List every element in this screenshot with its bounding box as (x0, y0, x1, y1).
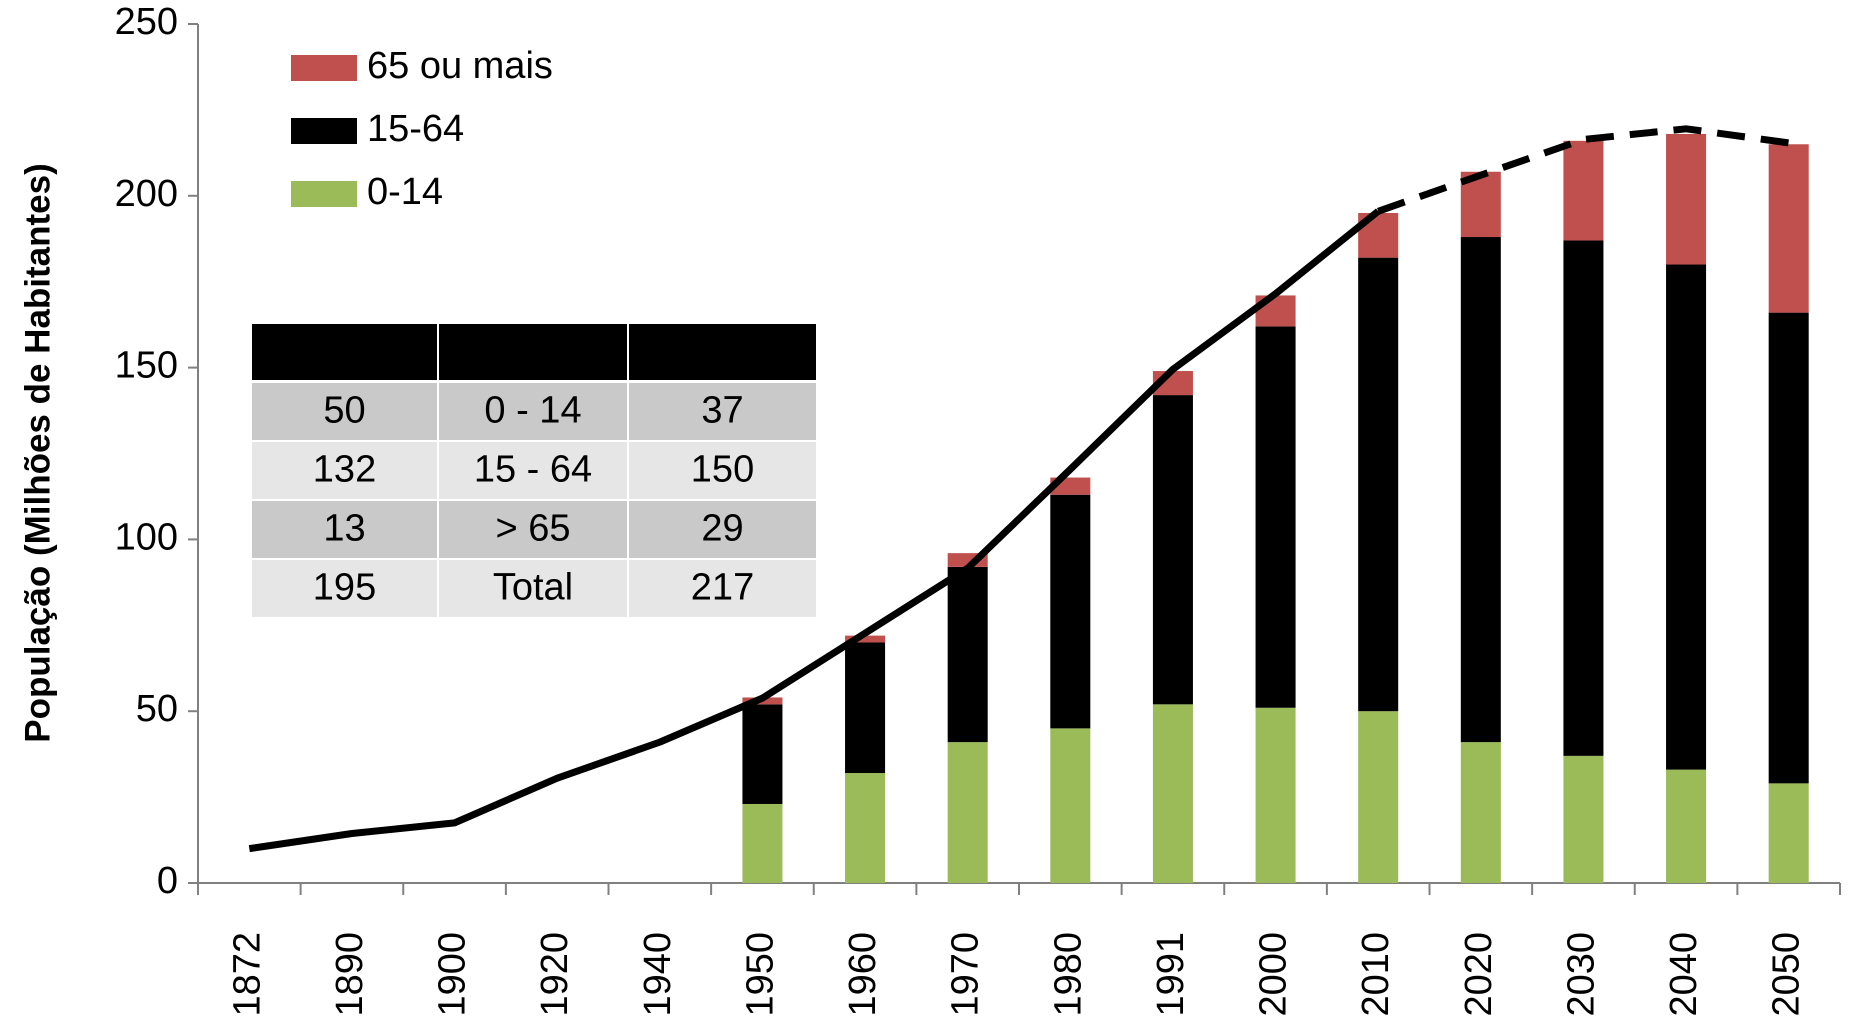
legend-label: 0-14 (367, 171, 443, 213)
bar-segment (1358, 257, 1399, 712)
x-tick-label: 1920 (534, 932, 576, 1017)
x-tick-label: 2020 (1458, 932, 1500, 1017)
bar-segment (1255, 707, 1296, 883)
bar-segment (1460, 237, 1501, 743)
x-tick-label: 2040 (1663, 932, 1705, 1017)
table-header-cell (629, 324, 816, 380)
table-header: 2030 (680, 331, 765, 373)
x-tick-label: 1970 (945, 932, 987, 1017)
table-cell (629, 383, 816, 440)
y-tick-label: 50 (136, 688, 178, 730)
bar-segment (1152, 395, 1193, 705)
x-tick-label: 1991 (1150, 932, 1192, 1017)
table-cell-text: 29 (701, 508, 743, 550)
table-cell-text: Total (493, 567, 573, 609)
table-cell (629, 501, 816, 558)
bar-segment (1666, 769, 1707, 883)
x-tick-label: 1980 (1047, 932, 1089, 1017)
table-cell-text: 217 (691, 567, 754, 609)
y-tick-label: 200 (115, 173, 178, 215)
bar-segment (742, 803, 783, 883)
table-cell (252, 501, 437, 558)
bar-segment (1358, 711, 1399, 883)
x-tick-label: 2030 (1560, 932, 1602, 1017)
bar-segment (1050, 728, 1091, 883)
bar-segment (1666, 264, 1707, 770)
table-cell-text: 15 - 64 (474, 449, 592, 491)
bar-segment (1050, 494, 1091, 729)
bar-segment (845, 635, 886, 643)
x-tick-label: 1872 (226, 932, 268, 1017)
bar-segment (1152, 704, 1193, 883)
table-header-cell (252, 324, 437, 380)
table-cell (252, 383, 437, 440)
table-header: 2010 (302, 331, 387, 373)
bar-segment (1768, 783, 1809, 883)
y-axis-label: População (Milhões de Habitantes) (18, 163, 57, 743)
bar-segment (1666, 133, 1707, 265)
bar-segment (742, 704, 783, 804)
table-cell-text: > 65 (495, 508, 570, 550)
x-tick-label: 1940 (637, 932, 679, 1017)
x-tick-label: 2000 (1253, 932, 1295, 1017)
legend-swatch (291, 55, 357, 81)
bar-segment (1563, 755, 1604, 883)
bar-segment (1563, 240, 1604, 756)
bar-segment (1768, 312, 1809, 784)
table-cell (439, 560, 627, 617)
table-cell (629, 560, 816, 617)
table-cell (439, 442, 627, 499)
x-tick-label: 2050 (1766, 932, 1808, 1017)
x-tick-label: 1950 (739, 932, 781, 1017)
y-tick-label: 250 (115, 1, 178, 43)
table-cell (252, 560, 437, 617)
x-tick-label: 1890 (329, 932, 371, 1017)
y-tick-label: 150 (115, 345, 178, 387)
table-cell-text: 0 - 14 (484, 390, 581, 432)
bar-segment (1460, 742, 1501, 883)
legend-label: 15-64 (367, 108, 464, 150)
table-header-cell (439, 324, 627, 380)
x-tick-label: 1900 (432, 932, 474, 1017)
table-cell (629, 442, 816, 499)
table-cell-text: 37 (701, 390, 743, 432)
table-cell (439, 501, 627, 558)
y-tick-label: 100 (115, 516, 178, 558)
bar-segment (947, 566, 988, 743)
y-tick-label: 0 (157, 860, 178, 902)
legend-swatch (291, 118, 357, 144)
x-tick-label: 1960 (842, 932, 884, 1017)
bar-segment (845, 773, 886, 883)
total-line (1377, 125, 1790, 215)
table-cell-text: 132 (313, 449, 376, 491)
table-cell-text: 195 (313, 567, 376, 609)
bar-segment (1563, 140, 1604, 241)
table-cell (439, 383, 627, 440)
table-cell (252, 442, 437, 499)
legend-swatch (291, 181, 357, 207)
total-line (248, 208, 1381, 853)
x-tick-label: 2010 (1355, 932, 1397, 1017)
legend-label: 65 ou mais (367, 45, 553, 87)
bar-segment (1768, 144, 1809, 313)
bar-segment (947, 742, 988, 883)
bar-segment (1255, 326, 1296, 708)
bar-segment (845, 642, 886, 774)
table-cell-text: 13 (323, 508, 365, 550)
table-cell-text: 150 (691, 449, 754, 491)
table-cell-text: 50 (323, 390, 365, 432)
